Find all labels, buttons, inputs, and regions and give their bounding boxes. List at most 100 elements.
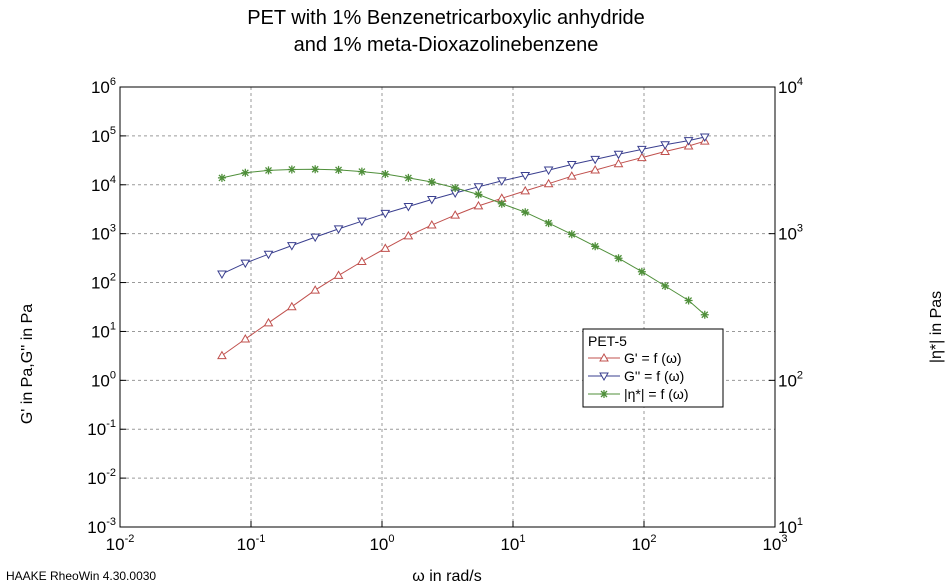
data-point — [357, 167, 366, 176]
data-point — [661, 281, 670, 290]
x-tick-label: 102 — [631, 533, 656, 554]
x-tick-label: 103 — [762, 533, 787, 554]
x-tick-label: 100 — [369, 533, 394, 554]
y-left-tick-label: 106 — [91, 76, 116, 97]
x-tick-label-base: 10 — [762, 535, 781, 554]
data-point — [381, 170, 390, 179]
y-left-tick-label-base: 10 — [87, 518, 106, 537]
data-point — [286, 242, 297, 251]
data-point — [426, 195, 437, 205]
data-point — [544, 219, 553, 228]
x-tick-label-base: 10 — [106, 535, 125, 554]
y-right-tick-label-base: 10 — [778, 78, 797, 97]
data-point — [403, 230, 414, 240]
legend-item: G'' = f (ω) — [588, 368, 684, 384]
y-left-tick-label: 10-3 — [87, 516, 116, 537]
data-point — [473, 200, 484, 210]
data-point — [660, 141, 671, 150]
data-point — [699, 133, 710, 142]
grid — [120, 87, 775, 527]
y-left-tick-label-exp: 6 — [110, 76, 116, 88]
data-point — [426, 220, 437, 229]
data-point — [451, 183, 460, 192]
y-left-tick-label-base: 10 — [91, 322, 110, 341]
y-right-tick-label: 104 — [778, 76, 803, 97]
x-tick-label: 10-2 — [106, 533, 135, 554]
data-point — [520, 171, 531, 181]
data-point — [333, 270, 344, 279]
data-point — [683, 137, 694, 146]
data-point — [700, 310, 709, 319]
y-left-tick-label-exp: 4 — [110, 174, 116, 186]
data-point — [450, 210, 461, 219]
data-point — [263, 317, 274, 327]
x-axis-label: ω in rad/s — [412, 568, 481, 585]
x-tick-label-exp: -1 — [256, 533, 266, 545]
data-point — [217, 350, 227, 360]
series-line — [221, 136, 705, 275]
y-right-tick-label-base: 10 — [778, 371, 797, 390]
data-point — [521, 208, 530, 217]
data-point — [241, 168, 250, 177]
data-point — [590, 155, 601, 165]
y-left-tick-label-base: 10 — [91, 371, 110, 390]
data-point — [380, 243, 391, 252]
data-point — [474, 190, 483, 199]
y-left-tick-label-base: 10 — [87, 469, 106, 488]
data-point — [217, 173, 226, 182]
data-point — [684, 296, 693, 305]
y-left-tick-label: 10-2 — [87, 467, 116, 488]
y-left-tick-label-exp: -2 — [106, 467, 116, 479]
data-point — [660, 146, 671, 155]
data-point — [217, 270, 227, 279]
data-point — [591, 242, 600, 251]
data-point — [311, 165, 320, 174]
legend-label: G' = f (ω) — [624, 350, 682, 366]
x-tick-label-exp: 3 — [781, 533, 787, 545]
data-point — [310, 285, 321, 294]
data-point — [636, 152, 647, 162]
data-point — [334, 165, 343, 174]
y-right-tick-label-exp: 4 — [797, 76, 803, 88]
legend-marker — [599, 352, 609, 362]
data-point — [497, 199, 506, 208]
data-point — [613, 158, 624, 168]
y-right-tick-label: 103 — [778, 223, 803, 244]
legend-marker — [600, 390, 608, 398]
legend-label: |η*| = f (ω) — [624, 386, 689, 402]
y-left-tick-label-exp: 1 — [110, 320, 116, 332]
y-right-tick-label-base: 10 — [778, 225, 797, 244]
y-left-tick-label-exp: 5 — [110, 125, 116, 137]
x-tick-label-base: 10 — [500, 535, 519, 554]
data-point — [614, 254, 623, 263]
chart-title-line-2: and 1% meta-Dioxazolinebenzene — [294, 34, 599, 56]
y-left-tick-label: 105 — [91, 125, 116, 146]
y-left-tick-label-base: 10 — [91, 274, 110, 293]
y-left-tick-label: 10-1 — [87, 418, 116, 439]
legend-label: G'' = f (ω) — [624, 368, 684, 384]
footer-text: HAAKE RheoWin 4.30.0030 — [6, 569, 156, 583]
x-tick-label-base: 10 — [237, 535, 256, 554]
y-left-tick-label: 102 — [91, 272, 116, 293]
data-point — [264, 166, 273, 175]
series-line — [221, 168, 706, 316]
legend-title: PET-5 — [588, 333, 627, 349]
data-point — [287, 165, 296, 174]
data-point — [263, 250, 274, 260]
data-point — [636, 145, 647, 155]
data-point — [496, 177, 507, 186]
data-point — [566, 160, 577, 170]
y-left-tick-label-base: 10 — [87, 420, 106, 439]
data-point — [613, 150, 624, 160]
y-left-tick-label-base: 10 — [91, 78, 110, 97]
data-point — [473, 183, 484, 192]
x-tick-label-exp: 0 — [388, 533, 394, 545]
x-tick-label-exp: 1 — [519, 533, 525, 545]
data-point — [310, 233, 321, 243]
data-point — [357, 217, 367, 227]
x-tick-label: 10-1 — [237, 533, 266, 554]
data-point — [567, 230, 576, 239]
y-right-tick-label-exp: 1 — [797, 516, 803, 528]
y-axis-right-label: |η*| in Pas — [928, 291, 945, 363]
